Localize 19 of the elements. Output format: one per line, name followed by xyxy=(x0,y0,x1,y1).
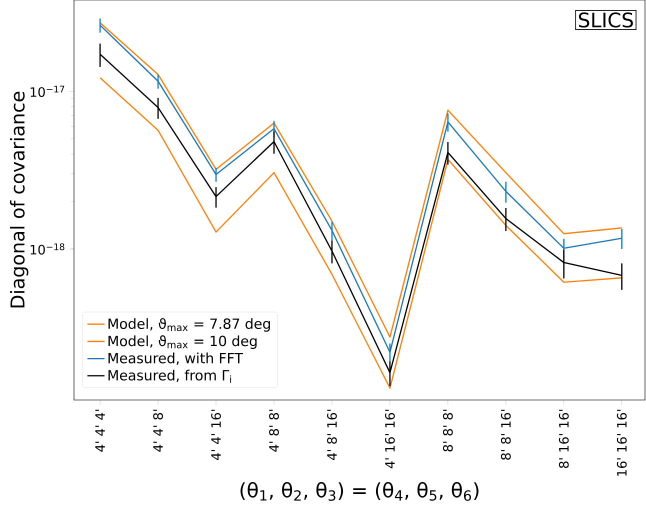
x-tick-label: 8' 8' 16' xyxy=(500,410,511,460)
x-tick-label: 4' 4' 16' xyxy=(211,410,221,460)
x-tick-label: 4' 16' 16' xyxy=(385,410,395,468)
y-axis-title: Diagonal of covariance xyxy=(10,92,28,308)
x-tick-label: 16' 16' 16' xyxy=(616,410,627,476)
x-tick-label: 8' 8' 8' xyxy=(442,410,453,452)
annotation: SLICS xyxy=(578,12,633,28)
y-tick-label: 10$^{−17}$ xyxy=(30,86,64,97)
y-tick-label: 10$^{−18}$ xyxy=(30,243,64,255)
legend-label: Model, ϑ$_{max}$ = 7.87 deg xyxy=(108,318,270,332)
x-tick-label: 4' 8' 16' xyxy=(327,410,337,460)
legend-label: Measured, with FFT xyxy=(108,352,244,365)
x-tick-label: 4' 8' 8' xyxy=(269,410,279,452)
legend-label: Model, ϑ$_{max}$ = 10 deg xyxy=(108,335,257,349)
legend-label: Measured, from Γ$_{i}$ xyxy=(108,370,232,383)
x-tick-label: 4' 4' 4' xyxy=(95,410,105,452)
x-tick-label: 4' 4' 8' xyxy=(153,410,163,452)
text: (θ$_{1}$, θ$_{2}$, θ$_{3}$) = (θ$_{4}$, θ$_{5}$, θ$_{6}$) xyxy=(240,482,478,501)
x-tick-label: 8' 16' 16' xyxy=(558,410,569,468)
